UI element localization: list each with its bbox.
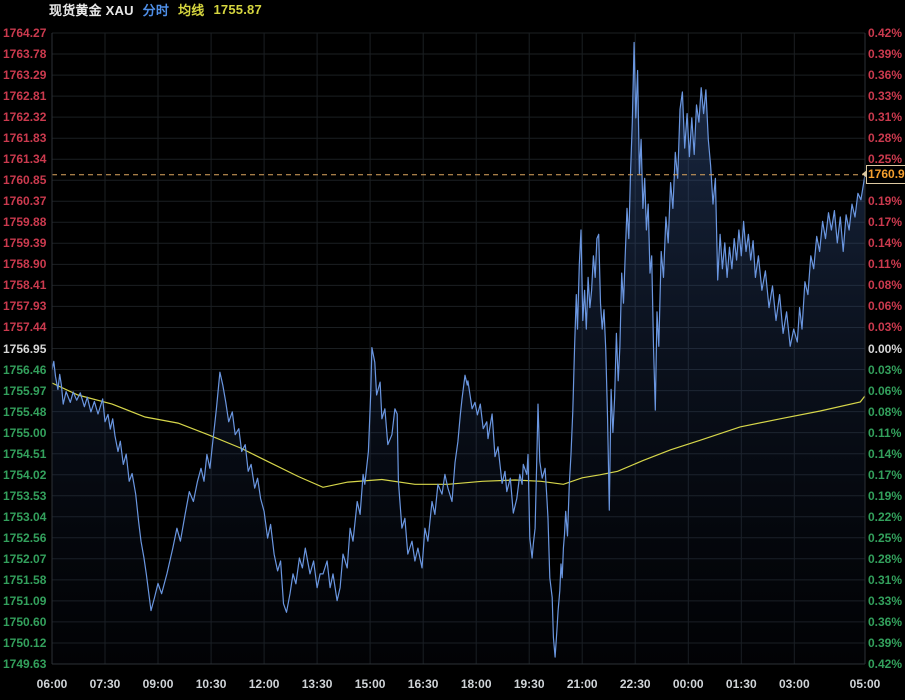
price-axis-label: 1756.95 bbox=[3, 341, 47, 356]
price-axis-label: 1758.41 bbox=[3, 278, 47, 293]
percent-axis-label: 0.17% bbox=[868, 215, 903, 230]
time-axis-label: 06:00 bbox=[36, 677, 68, 691]
price-axis-label: 1761.83 bbox=[3, 131, 47, 146]
time-axis-label: 15:00 bbox=[354, 677, 386, 691]
time-axis-label: 16:30 bbox=[407, 677, 439, 691]
price-axis-label: 1762.32 bbox=[3, 110, 47, 125]
percent-axis-label: 0.39% bbox=[868, 635, 903, 650]
percent-axis-label: 0.25% bbox=[868, 152, 903, 167]
price-axis-label: 1752.07 bbox=[3, 551, 47, 566]
percent-axis-label: 0.31% bbox=[868, 572, 903, 587]
price-axis-label: 1763.78 bbox=[3, 47, 47, 62]
percent-axis-label: 0.42% bbox=[868, 26, 903, 40]
price-axis-label: 1754.51 bbox=[3, 446, 47, 461]
price-axis-label: 1756.46 bbox=[3, 362, 47, 377]
price-axis-label: 1760.85 bbox=[3, 173, 47, 188]
price-axis-label: 1758.90 bbox=[3, 257, 47, 272]
symbol-title: 现货黄金 XAU bbox=[49, 2, 134, 18]
percent-axis-label: 0.28% bbox=[868, 131, 903, 146]
period-label: 分时 bbox=[142, 2, 170, 18]
time-axis-label: 07:30 bbox=[89, 677, 121, 691]
percent-axis-label: 0.19% bbox=[868, 194, 903, 209]
time-axis-label: 18:00 bbox=[460, 677, 492, 691]
ma-line bbox=[51, 382, 866, 488]
percent-axis-label: 0.03% bbox=[868, 362, 903, 377]
percent-axis-label: 0.14% bbox=[868, 446, 903, 461]
ma-label: 均线 bbox=[178, 2, 205, 18]
percent-axis-label: 0.06% bbox=[868, 299, 903, 314]
price-axis-label: 1761.34 bbox=[3, 152, 47, 167]
ma-value: 1755.87 bbox=[213, 1, 262, 17]
time-axis-label: 05:00 bbox=[849, 677, 881, 691]
price-axis-label: 1755.97 bbox=[3, 383, 47, 398]
percent-axis-label: 0.14% bbox=[868, 236, 903, 251]
percent-axis-label: 0.11% bbox=[868, 257, 902, 272]
chart-title-bar: 现货黄金 XAU 分时 均线 1755.87 bbox=[0, 0, 905, 18]
percent-axis-label: 0.17% bbox=[868, 467, 903, 482]
price-line bbox=[51, 41, 866, 658]
price-axis-label: 1759.39 bbox=[3, 236, 47, 251]
price-axis-label: 1762.81 bbox=[3, 89, 47, 104]
price-axis-label: 1753.53 bbox=[3, 488, 47, 503]
percent-axis-label: 0.03% bbox=[868, 320, 903, 335]
percent-axis-label: 0.33% bbox=[868, 89, 903, 104]
price-axis-label: 1752.56 bbox=[3, 530, 47, 545]
time-axis-label: 21:00 bbox=[566, 677, 598, 691]
percent-axis-label: 0.19% bbox=[868, 488, 903, 503]
percent-axis-label: 0.00% bbox=[868, 341, 903, 356]
time-axis-label: 00:00 bbox=[672, 677, 704, 691]
plot-border bbox=[51, 33, 866, 665]
percent-axis-label: 0.28% bbox=[868, 551, 903, 566]
price-axis-label: 1755.00 bbox=[3, 425, 47, 440]
percent-axis-label: 0.36% bbox=[868, 614, 903, 629]
price-axis-label: 1751.58 bbox=[3, 572, 47, 587]
price-axis-label: 1753.04 bbox=[3, 509, 47, 524]
time-axis-label: 22:30 bbox=[619, 677, 651, 691]
time-axis-label: 10:30 bbox=[195, 677, 227, 691]
percent-axis-label: 0.42% bbox=[868, 657, 903, 671]
price-axis-label: 1751.09 bbox=[3, 593, 47, 608]
percent-axis-label: 0.33% bbox=[868, 593, 903, 608]
price-axis-label: 1757.93 bbox=[3, 299, 47, 314]
price-axis-label: 1763.29 bbox=[3, 68, 47, 83]
price-axis-label: 1759.88 bbox=[3, 215, 47, 230]
price-axis-label: 1764.27 bbox=[3, 26, 47, 40]
price-axis-label: 1750.60 bbox=[3, 614, 47, 629]
current-price-tag: 1760.98 bbox=[862, 165, 905, 185]
price-axis-label: 1749.63 bbox=[3, 657, 47, 671]
percent-axis-label: 0.25% bbox=[868, 530, 903, 545]
percent-axis-label: 0.06% bbox=[868, 383, 903, 398]
price-axis-label: 1757.44 bbox=[3, 320, 47, 335]
time-axis-label: 19:30 bbox=[513, 677, 545, 691]
percent-axis-label: 0.22% bbox=[868, 509, 903, 524]
price-axis-label: 1754.02 bbox=[3, 467, 47, 482]
price-area-fill bbox=[52, 42, 865, 664]
percent-axis-label: 0.11% bbox=[868, 425, 902, 440]
percent-axis-label: 0.08% bbox=[868, 278, 903, 293]
time-axis-label: 01:30 bbox=[725, 677, 757, 691]
time-axis-label: 03:00 bbox=[778, 677, 810, 691]
percent-axis-label: 0.31% bbox=[868, 110, 903, 125]
price-axis-label: 1750.12 bbox=[3, 635, 47, 650]
price-axis-label: 1760.37 bbox=[3, 194, 47, 209]
price-axis-label: 1755.48 bbox=[3, 404, 47, 419]
time-axis-label: 09:00 bbox=[142, 677, 174, 691]
percent-axis-label: 0.08% bbox=[868, 404, 903, 419]
time-axis-label: 12:00 bbox=[248, 677, 280, 691]
time-axis-label: 13:30 bbox=[301, 677, 333, 691]
percent-axis-label: 0.36% bbox=[868, 68, 903, 83]
percent-axis-label: 0.39% bbox=[868, 47, 903, 62]
